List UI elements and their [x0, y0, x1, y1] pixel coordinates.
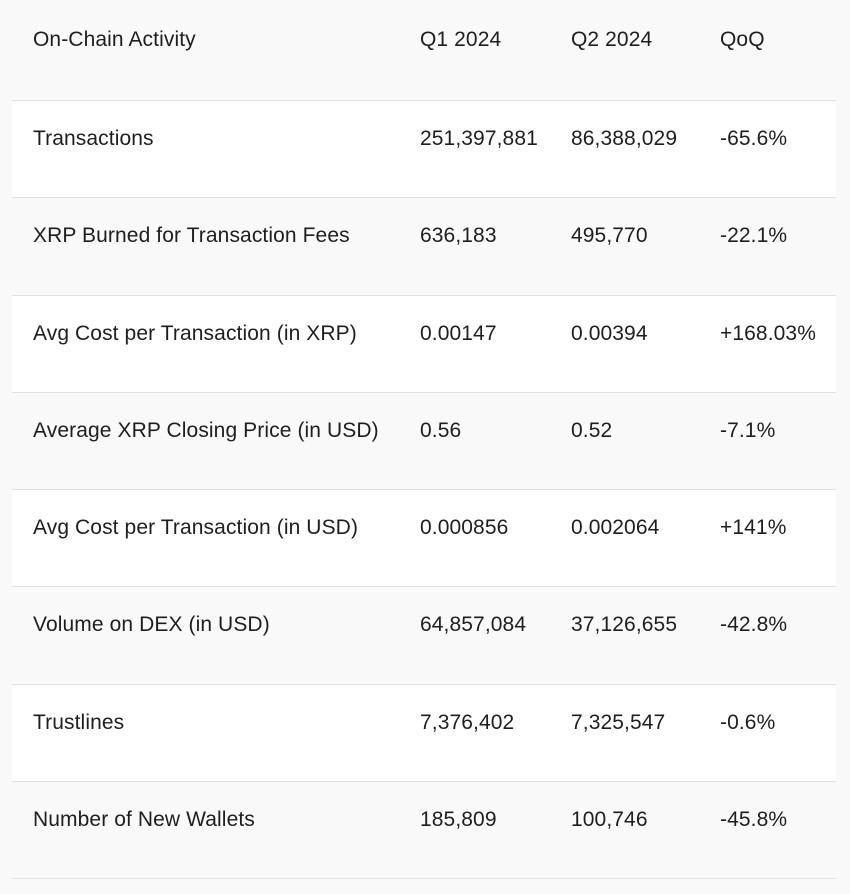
- qoq-value: -42.8%: [720, 613, 788, 637]
- qoq-value: -65.6%: [720, 127, 788, 150]
- table-header-row: On-Chain Activity Q1 2024 Q2 2024 QoQ: [12, 0, 836, 101]
- onchain-activity-table: On-Chain Activity Q1 2024 Q2 2024 QoQ Tr…: [12, 0, 836, 879]
- q2-value: 0.00394: [571, 321, 648, 345]
- qoq-value: -45.8%: [720, 807, 788, 831]
- column-header-q2-2024: Q2 2024: [571, 28, 653, 51]
- q1-value: 0.56: [420, 418, 462, 442]
- q1-value: 7,376,402: [420, 710, 515, 734]
- qoq-value: -7.1%: [720, 418, 776, 442]
- q2-value: 37,126,655: [571, 613, 678, 637]
- column-header-q1-2024: Q1 2024: [420, 28, 502, 51]
- q2-value: 0.52: [571, 418, 613, 442]
- q2-value: 86,388,029: [571, 127, 678, 150]
- table-row: Average XRP Closing Price (in USD) 0.56 …: [12, 393, 836, 490]
- metric-label: XRP Burned for Transaction Fees: [33, 224, 350, 248]
- metric-label: Transactions: [33, 127, 154, 150]
- q1-value: 0.00147: [420, 321, 497, 345]
- q1-value: 0.000856: [420, 516, 509, 539]
- qoq-value: +141%: [720, 516, 787, 539]
- q1-value: 251,397,881: [420, 127, 538, 150]
- metric-label: Avg Cost per Transaction (in XRP): [33, 321, 357, 345]
- q2-value: 495,770: [571, 224, 648, 248]
- qoq-value: +168.03%: [720, 321, 816, 345]
- table-row: Transactions 251,397,881 86,388,029 -65.…: [12, 101, 836, 199]
- table-row: Avg Cost per Transaction (in USD) 0.0008…: [12, 490, 836, 588]
- q2-value: 7,325,547: [571, 710, 666, 734]
- table-row: XRP Burned for Transaction Fees 636,183 …: [12, 198, 836, 296]
- column-header-qoq: QoQ: [720, 28, 765, 51]
- metric-label: Volume on DEX (in USD): [33, 613, 270, 637]
- table-row: Volume on DEX (in USD) 64,857,084 37,126…: [12, 587, 836, 685]
- metric-label: Trustlines: [33, 710, 125, 734]
- metric-label: Number of New Wallets: [33, 807, 255, 831]
- q2-value: 0.002064: [571, 516, 660, 539]
- table-row: Trustlines 7,376,402 7,325,547 -0.6%: [12, 684, 836, 782]
- metric-label: Average XRP Closing Price (in USD): [33, 418, 379, 442]
- q2-value: 100,746: [571, 807, 648, 831]
- q1-value: 185,809: [420, 807, 497, 831]
- q1-value: 636,183: [420, 224, 497, 248]
- qoq-value: -0.6%: [720, 710, 776, 734]
- table-row: Number of New Wallets 185,809 100,746 -4…: [12, 782, 836, 879]
- qoq-value: -22.1%: [720, 224, 788, 248]
- column-header-metric: On-Chain Activity: [33, 28, 196, 51]
- q1-value: 64,857,084: [420, 613, 527, 637]
- table-row: Avg Cost per Transaction (in XRP) 0.0014…: [12, 295, 836, 393]
- metric-label: Avg Cost per Transaction (in USD): [33, 516, 359, 539]
